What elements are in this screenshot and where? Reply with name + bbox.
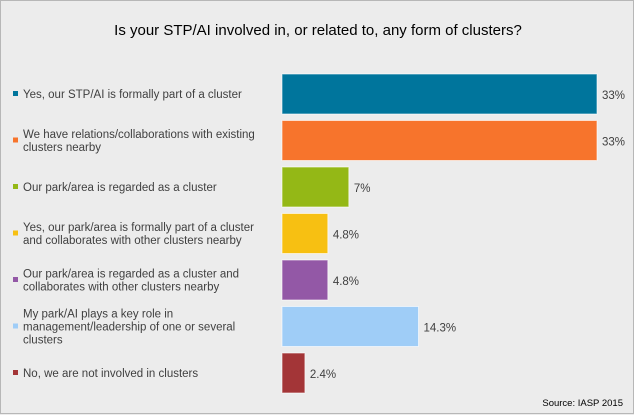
bar bbox=[281, 120, 598, 161]
value-label: 14.3% bbox=[424, 323, 457, 335]
bar bbox=[281, 73, 598, 115]
category-label: Yes, our STP/AI is formally part of a cl… bbox=[23, 89, 242, 101]
bar-row: Yes, our park/area is formally part of a… bbox=[13, 213, 359, 254]
category-label: My park/AI plays a key role in management… bbox=[23, 309, 235, 347]
category-label-line: clusters nearby bbox=[23, 142, 101, 154]
category-label-line: No, we are not involved in clusters bbox=[23, 368, 198, 380]
category-label: We have relations/collaborations with ex… bbox=[23, 129, 255, 154]
category-marker bbox=[13, 277, 18, 282]
category-label-line: Our park/area is regarded as a cluster bbox=[23, 182, 217, 194]
category-marker bbox=[13, 184, 18, 189]
category-marker bbox=[13, 323, 18, 329]
bar-row: No, we are not involved in clusters 2.4% bbox=[13, 352, 336, 394]
bar bbox=[281, 352, 306, 394]
category-label: Our park/area is regarded as a cluster bbox=[23, 182, 217, 194]
category-label-line: clusters bbox=[23, 335, 63, 347]
chart-title: Is your STP/AI involved in, or related t… bbox=[114, 22, 522, 39]
bar-row: Yes, our STP/AI is formally part of a cl… bbox=[13, 73, 625, 115]
value-label: 33% bbox=[602, 137, 625, 149]
category-label: Our park/area is regarded as a cluster a… bbox=[23, 269, 239, 294]
category-marker bbox=[13, 370, 18, 375]
value-label: 33% bbox=[602, 90, 625, 102]
bar-row: Our park/area is regarded as a cluster 7% bbox=[13, 166, 371, 208]
category-label: No, we are not involved in clusters bbox=[23, 368, 198, 380]
category-label-line: Our park/area is regarded as a cluster a… bbox=[23, 269, 239, 281]
bar-row: We have relations/collaborations with ex… bbox=[13, 120, 625, 161]
category-label-line: collaborates with other clusters nearby bbox=[23, 282, 219, 294]
category-label-line: My park/AI plays a key role in bbox=[23, 309, 173, 321]
category-label-line: and collaborates with other clusters nea… bbox=[23, 235, 242, 247]
bar bbox=[281, 306, 419, 347]
chart-source: Source: IASP 2015 bbox=[542, 398, 623, 409]
value-label: 4.8% bbox=[333, 276, 359, 288]
value-label: 7% bbox=[354, 183, 371, 195]
category-label-line: Yes, our STP/AI is formally part of a cl… bbox=[23, 89, 242, 101]
value-label: 4.8% bbox=[333, 230, 359, 242]
category-marker bbox=[13, 230, 18, 236]
bar bbox=[281, 166, 350, 208]
category-label-line: management/leadership of one or several bbox=[23, 322, 235, 334]
value-label: 2.4% bbox=[310, 369, 336, 381]
category-marker bbox=[13, 137, 18, 143]
category-marker bbox=[13, 91, 18, 96]
bar-row: Our park/area is regarded as a cluster a… bbox=[13, 259, 359, 301]
chart-rows: Yes, our STP/AI is formally part of a cl… bbox=[13, 73, 625, 394]
bar bbox=[281, 213, 329, 254]
category-label-line: We have relations/collaborations with ex… bbox=[23, 129, 255, 141]
bar-row: My park/AI plays a key role in management… bbox=[13, 306, 457, 347]
category-label-line: Yes, our park/area is formally part of a… bbox=[23, 222, 254, 234]
category-label: Yes, our park/area is formally part of a… bbox=[23, 222, 254, 247]
bar bbox=[281, 259, 329, 301]
